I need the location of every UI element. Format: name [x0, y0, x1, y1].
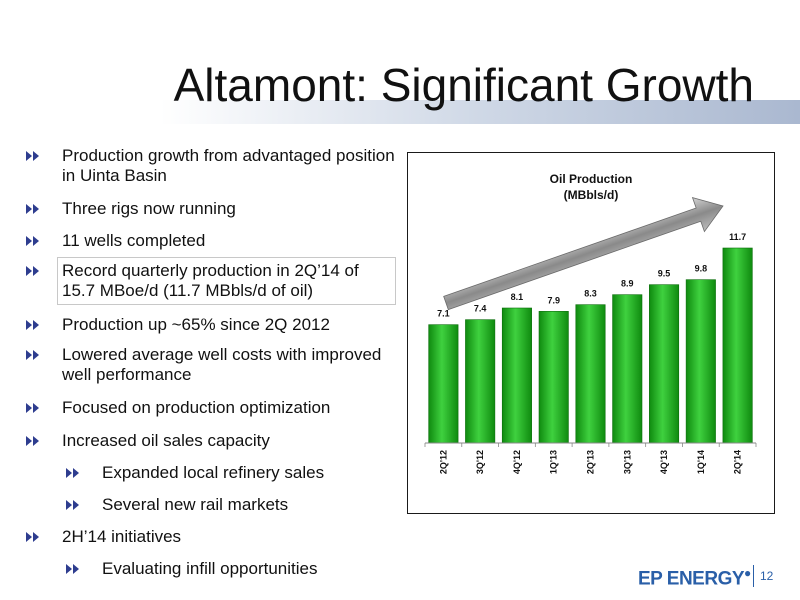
bullet-item: Increased oil sales capacity — [26, 431, 396, 451]
data-label: 7.4 — [474, 304, 487, 314]
chart-subtitle: (MBbls/d) — [564, 188, 619, 202]
bar — [465, 319, 496, 444]
ep-energy-logo: EP ENERGY● — [638, 566, 751, 590]
double-chevron-icon — [26, 403, 39, 413]
page-number: 12 — [760, 569, 774, 583]
bar — [538, 311, 569, 444]
data-label: 7.1 — [437, 309, 450, 319]
bullet-text: Lowered average well costs with improved… — [62, 345, 382, 384]
chart-title: Oil Production — [550, 172, 633, 186]
double-chevron-icon — [66, 468, 79, 478]
x-tick-label: 4Q'12 — [512, 450, 522, 474]
bullet-item: Record quarterly production in 2Q’14 of … — [26, 257, 396, 305]
bar — [612, 294, 643, 444]
bar — [428, 324, 459, 444]
growth-arrow — [443, 197, 724, 311]
footer-separator — [753, 565, 754, 587]
bullet-item: Production up ~65% since 2Q 2012 — [26, 315, 396, 335]
x-tick-label: 2Q'14 — [733, 450, 743, 474]
x-tick-label: 1Q'13 — [549, 450, 559, 474]
x-tick-label: 4Q'13 — [659, 450, 669, 474]
bullet-text: Increased oil sales capacity — [62, 431, 270, 450]
data-label: 9.8 — [695, 264, 708, 274]
double-chevron-icon — [26, 151, 39, 161]
bullet-item: 2H’14 initiatives — [26, 527, 396, 547]
data-label: 11.7 — [729, 232, 746, 242]
logo-mark-icon: ● — [744, 566, 751, 580]
chart-panel: Oil Production (MBbls/d) 7.1 2Q'12 7.4 3Q'12 8… — [407, 152, 775, 514]
sub-bullet-item: Expanded local refinery sales — [26, 463, 396, 483]
bar — [649, 284, 680, 444]
double-chevron-icon — [26, 350, 39, 360]
double-chevron-icon — [66, 500, 79, 510]
bar — [501, 307, 532, 444]
oil-production-chart: Oil Production (MBbls/d) 7.1 2Q'12 7.4 3Q'12 8… — [424, 172, 757, 474]
bullet-list: Production growth from advantaged positi… — [26, 146, 396, 579]
data-label: 9.5 — [658, 269, 671, 279]
bullet-text: Production growth from advantaged positi… — [62, 146, 395, 185]
bullet-text: Several new rail markets — [102, 495, 289, 514]
bullet-text: Production up ~65% since 2Q 2012 — [62, 315, 330, 334]
double-chevron-icon — [26, 320, 39, 330]
bullet-item: Three rigs now running — [26, 199, 396, 219]
bullet-item: Production growth from advantaged positi… — [26, 146, 396, 186]
double-chevron-icon — [26, 266, 39, 276]
logo-text: EP ENERGY — [638, 568, 745, 590]
sub-bullet-item: Several new rail markets — [26, 495, 396, 515]
double-chevron-icon — [26, 532, 39, 542]
bullet-text: Record quarterly production in 2Q’14 of … — [57, 257, 396, 305]
bar — [685, 279, 716, 444]
bullet-item: Focused on production optimization — [26, 398, 396, 418]
slide-title: Altamont: Significant Growth — [173, 59, 754, 111]
x-tick-label: 2Q'12 — [438, 450, 448, 474]
double-chevron-icon — [26, 204, 39, 214]
bullet-text: Evaluating infill opportunities — [102, 559, 318, 578]
x-tick-label: 2Q'13 — [586, 450, 596, 474]
bullet-text: Three rigs now running — [62, 199, 236, 218]
data-label: 7.9 — [547, 295, 560, 305]
double-chevron-icon — [66, 564, 79, 574]
data-label: 8.3 — [584, 289, 597, 299]
data-label: 8.9 — [621, 279, 634, 289]
double-chevron-icon — [26, 236, 39, 246]
bullet-text: Focused on production optimization — [62, 398, 331, 417]
title-band — [0, 100, 800, 124]
bullet-item: 11 wells completed — [26, 231, 396, 251]
bar — [722, 247, 753, 444]
x-tick-label: 3Q'13 — [622, 450, 632, 474]
bullet-text: 2H’14 initiatives — [62, 527, 182, 546]
sub-bullet-item: Evaluating infill opportunities — [26, 559, 396, 579]
data-label: 8.1 — [511, 292, 524, 302]
x-tick-label: 3Q'12 — [475, 450, 485, 474]
bullet-item: Lowered average well costs with improved… — [26, 345, 396, 385]
double-chevron-icon — [26, 436, 39, 446]
x-tick-label: 1Q'14 — [696, 450, 706, 474]
bar — [575, 304, 606, 444]
bullet-text: 11 wells completed — [62, 231, 206, 250]
bullet-text: Expanded local refinery sales — [102, 463, 325, 482]
